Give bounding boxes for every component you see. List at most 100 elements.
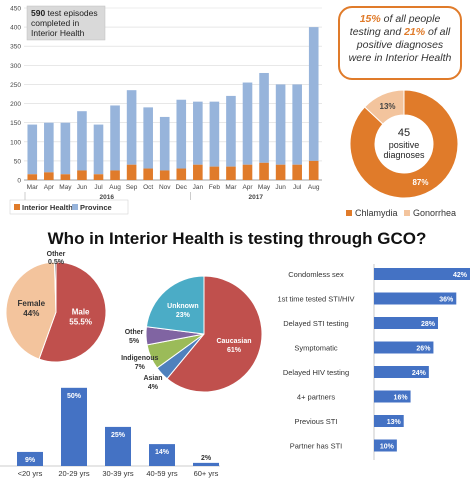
y-tick-label: 200 <box>10 101 21 108</box>
y-tick-label: 150 <box>10 120 21 127</box>
bar-province <box>193 101 203 165</box>
x-axis-ticks: Mar Apr May Jun Jul Aug Sep Oct Nov Dec Jan Feb Mar A… <box>27 184 320 191</box>
bar-interior-health <box>159 170 170 180</box>
y-tick-label: 400 <box>10 25 21 32</box>
age-value-label: 14% <box>155 449 170 456</box>
gender-label-other: Other <box>47 251 66 258</box>
y-tick-label: 350 <box>10 44 21 51</box>
ethnicity-slice-caucasian <box>166 275 263 393</box>
bar-province <box>93 124 104 175</box>
bar-province <box>126 90 137 165</box>
ethnicity-slices <box>145 275 263 393</box>
bar-interior-health <box>126 164 137 180</box>
bar-interior-health <box>44 172 54 180</box>
reason-bar <box>374 366 429 378</box>
x-tick-label: Sep <box>126 184 138 191</box>
bar-interior-health <box>60 174 71 180</box>
x-tick-label: Nov <box>159 184 171 191</box>
bar-interior-health <box>292 164 302 180</box>
age-value-label: 50% <box>67 393 82 400</box>
bar-interior-health <box>226 166 236 180</box>
age-category-label: 60+ yrs <box>194 469 219 478</box>
reason-value-label: 13% <box>387 419 402 426</box>
bar-interior-health <box>27 174 38 180</box>
legend-label-gonorrhea: Gonorrhea <box>413 208 456 218</box>
gender-slices <box>5 261 107 363</box>
reason-bar <box>374 317 438 329</box>
bar-province <box>292 84 302 165</box>
gender-slice-male <box>38 261 107 363</box>
bar-interior-health <box>110 170 120 180</box>
reason-bar <box>374 439 397 452</box>
donut-slices: 13% 87% <box>349 89 459 199</box>
bar-province <box>143 107 153 169</box>
age-bars: 9% <20 yrs 50% 20-29 yrs 25% 30-39 yrs 14% 40-5… <box>17 387 219 478</box>
bar-province <box>209 101 220 167</box>
x-tick-label: Aug <box>308 184 320 191</box>
bar-interior-health <box>77 170 87 180</box>
bar-province <box>226 95 236 167</box>
chart-bars <box>27 27 319 180</box>
bar-province <box>242 82 253 165</box>
reason-bar <box>374 292 457 305</box>
age-category-label: 40-59 yrs <box>146 469 178 478</box>
ethnicity-label: Caucasian <box>216 338 251 345</box>
reason-value-label: 36% <box>439 297 454 304</box>
annotation-text: 590 test episodes completed in Interior He… <box>31 8 98 38</box>
legend-label-chlamydia: Chlamydia <box>355 208 398 218</box>
reason-label: Symptomatic <box>294 344 338 353</box>
bar-province <box>60 122 71 175</box>
ethnicity-labels: Caucasian 61% Unknown 23% Asian 4% Indigenous 7… <box>121 303 251 391</box>
diagnoses-donut-chart: 13% 87% 45 positive diagnoses Chlamydia G… <box>346 89 459 218</box>
x-tick-label: Jan <box>193 184 204 191</box>
reason-label: 1st time tested STI/HIV <box>277 295 354 304</box>
donut-value-label: 13% <box>380 102 396 111</box>
bar-interior-health <box>308 160 319 180</box>
reason-label: Delayed HIV testing <box>283 368 349 377</box>
age-bar <box>105 426 131 466</box>
age-value-label: 9% <box>25 457 36 464</box>
year-label: 2016 <box>100 194 115 201</box>
reason-bar <box>374 341 434 354</box>
callout-text-2: of all positive diagnoses were in Interi… <box>348 26 452 64</box>
bar-province <box>44 122 54 173</box>
x-tick-label: Jun <box>275 184 286 191</box>
reason-value-label: 28% <box>421 321 436 328</box>
section-heading: Who in Interior Health is testing throug… <box>47 229 427 248</box>
gender-label: Male <box>72 307 90 316</box>
gender-value-label: 55.5% <box>69 317 92 326</box>
x-tick-label: Apr <box>44 184 55 191</box>
age-category-label: 20-29 yrs <box>58 469 90 478</box>
age-bar <box>193 462 219 466</box>
annotation-box: 590 test episodes completed in Interior He… <box>26 5 106 41</box>
chart-gridlines <box>24 7 322 181</box>
callout-pct-testing: 15% <box>359 13 381 25</box>
ethnicity-label: Unknown <box>167 303 199 310</box>
reason-bar <box>374 390 411 403</box>
donut-value-label: 87% <box>412 178 428 187</box>
year-label: 2017 <box>249 194 264 201</box>
bar-province <box>159 116 170 171</box>
donut-center-number: 45 <box>398 127 410 139</box>
ethnicity-value-label: 61% <box>227 347 242 354</box>
legend-swatch-interior <box>14 204 20 210</box>
ethnicity-slice-unknown <box>145 275 205 335</box>
donut-center-label-2: diagnoses <box>383 150 425 160</box>
age-bar <box>149 444 175 466</box>
x-tick-label: Dec <box>175 184 187 191</box>
reason-value-label: 26% <box>416 346 431 353</box>
x-tick-label: Jul <box>94 184 103 191</box>
ethnicity-label: Indigenous <box>121 355 158 362</box>
reason-label: Delayed STI testing <box>283 319 348 328</box>
x-tick-label: Mar <box>225 184 237 191</box>
reason-bar <box>374 268 470 280</box>
gender-slice-other <box>53 261 57 313</box>
age-bar <box>61 387 87 466</box>
gender-slice-female <box>5 261 57 360</box>
summary-callout: 15% of all people testing and 21% of all… <box>338 6 462 80</box>
reason-label: Partner has STI <box>290 442 343 451</box>
donut-center-label-1: positive <box>389 140 420 150</box>
reason-label: 4+ partners <box>297 393 335 402</box>
